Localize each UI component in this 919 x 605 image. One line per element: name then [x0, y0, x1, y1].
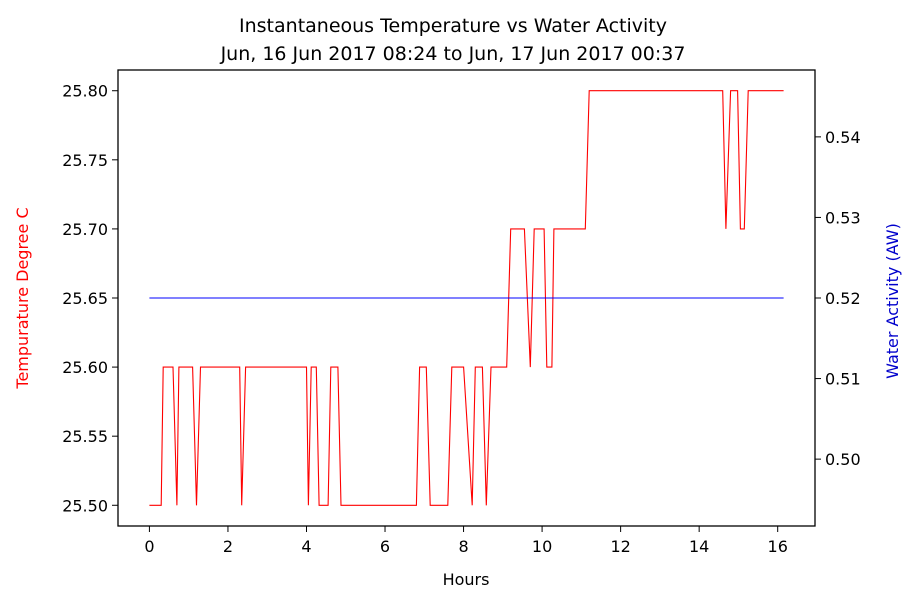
chart-title: Instantaneous Temperature vs Water Activ…	[239, 15, 667, 37]
x-tick-label: 16	[768, 537, 788, 556]
right-tick-label: 0.52	[825, 289, 861, 308]
x-axis-label: Hours	[443, 570, 490, 589]
left-axis-label: Tempurature Degree C	[13, 207, 32, 389]
left-tick-label: 25.65	[62, 289, 108, 308]
right-tick-label: 0.50	[825, 450, 861, 469]
left-tick-label: 25.75	[62, 151, 108, 170]
chart-subtitle: Jun, 16 Jun 2017 08:24 to Jun, 17 Jun 20…	[220, 43, 686, 65]
right-axis-label: Water Activity (AW)	[883, 223, 902, 379]
plot-lines	[149, 90, 784, 506]
left-tick-label: 25.80	[62, 82, 108, 101]
x-tick-label: 6	[380, 537, 390, 556]
x-tick-label: 12	[610, 537, 630, 556]
x-tick-label: 0	[144, 537, 154, 556]
x-tick-label: 4	[301, 537, 311, 556]
right-tick-label: 0.54	[825, 128, 861, 147]
left-tick-label: 25.60	[62, 358, 108, 377]
left-tick-label: 25.70	[62, 220, 108, 239]
left-axis-ticks: 25.50 25.55 25.60 25.65 25.70 25.75 25.80	[62, 82, 118, 515]
x-axis-ticks: 0 2 4 6 8 10 12 14 16	[144, 526, 788, 556]
right-tick-label: 0.53	[825, 208, 861, 227]
temperature-line	[149, 90, 784, 506]
x-tick-label: 2	[223, 537, 233, 556]
right-tick-label: 0.51	[825, 370, 861, 389]
x-tick-label: 14	[689, 537, 709, 556]
right-axis-ticks: 0.50 0.51 0.52 0.53 0.54	[815, 128, 861, 469]
left-tick-label: 25.55	[62, 427, 108, 446]
left-tick-label: 25.50	[62, 496, 108, 515]
x-tick-label: 10	[532, 537, 552, 556]
x-tick-label: 8	[458, 537, 468, 556]
